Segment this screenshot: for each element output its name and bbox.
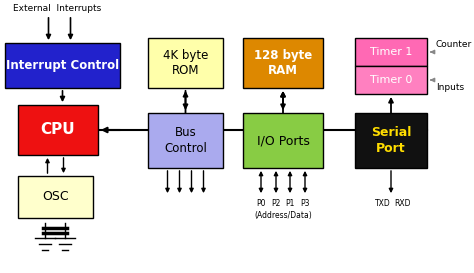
Text: Bus
Control: Bus Control	[164, 126, 207, 155]
Text: P0: P0	[256, 199, 266, 208]
Text: 4K byte
ROM: 4K byte ROM	[163, 49, 208, 78]
Text: P3: P3	[300, 199, 310, 208]
FancyBboxPatch shape	[243, 113, 323, 168]
Text: RXD: RXD	[395, 199, 411, 208]
FancyBboxPatch shape	[355, 113, 427, 168]
FancyBboxPatch shape	[18, 176, 93, 218]
Text: I/O Ports: I/O Ports	[256, 134, 310, 147]
Text: (Address/Data): (Address/Data)	[254, 211, 312, 220]
Text: P2: P2	[271, 199, 281, 208]
Text: Timer 0: Timer 0	[370, 75, 412, 85]
Text: OSC: OSC	[42, 191, 69, 203]
FancyBboxPatch shape	[355, 38, 427, 66]
Text: Inputs: Inputs	[436, 83, 464, 92]
FancyBboxPatch shape	[5, 43, 120, 88]
Text: CPU: CPU	[41, 123, 75, 138]
Text: Timer 1: Timer 1	[370, 47, 412, 57]
Text: Interrupt Control: Interrupt Control	[6, 59, 119, 72]
Text: P1: P1	[285, 199, 295, 208]
FancyBboxPatch shape	[148, 38, 223, 88]
FancyBboxPatch shape	[355, 66, 427, 94]
Text: 128 byte
RAM: 128 byte RAM	[254, 49, 312, 78]
FancyBboxPatch shape	[18, 105, 98, 155]
Text: Counter: Counter	[436, 40, 472, 49]
Text: External  Interrupts: External Interrupts	[13, 4, 101, 13]
FancyBboxPatch shape	[243, 38, 323, 88]
Text: TXD: TXD	[375, 199, 391, 208]
Text: Serial
Port: Serial Port	[371, 126, 411, 155]
FancyBboxPatch shape	[148, 113, 223, 168]
